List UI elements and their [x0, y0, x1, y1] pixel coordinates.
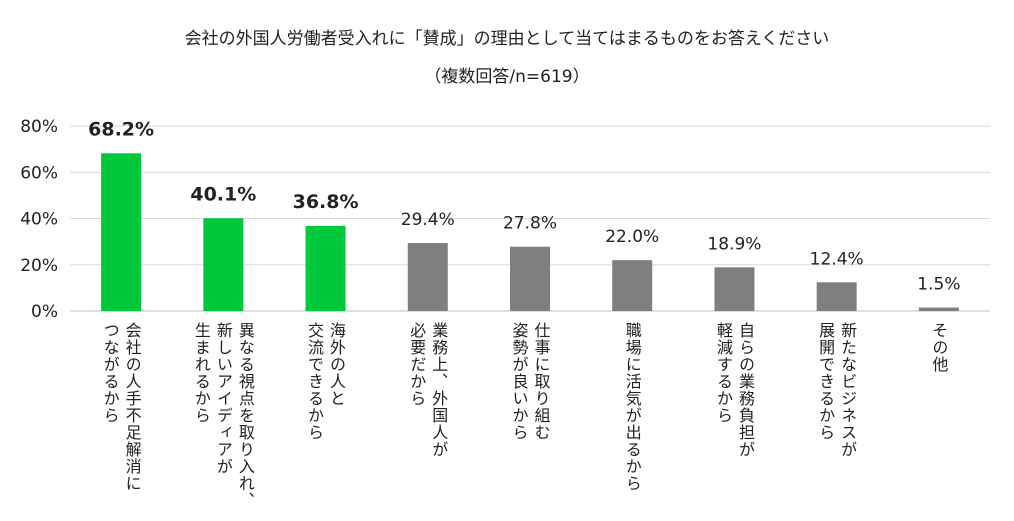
category-label: 展開できるから	[816, 322, 835, 441]
category-label: その他	[929, 322, 948, 373]
y-tick-label: 0%	[31, 302, 58, 322]
category-label: 新しいアイディアが	[214, 322, 233, 475]
data-label: 40.1%	[190, 183, 256, 205]
category-label: 必要だから	[407, 322, 426, 407]
chart-subtitle: （複数回答/n=619）	[424, 67, 590, 87]
data-label: 22.0%	[605, 227, 659, 247]
category-label: 軽減するから	[714, 322, 733, 424]
category-label: 仕事に取り組む	[532, 322, 551, 441]
y-tick-label: 40%	[20, 210, 58, 230]
data-label: 1.5%	[917, 275, 960, 295]
bar	[612, 260, 653, 311]
bar	[918, 307, 959, 311]
chart-title: 会社の外国人労働者受入れに「賛成」の理由として当てはまるものをお答えください	[184, 29, 830, 49]
bar	[816, 282, 857, 311]
y-tick-label: 60%	[20, 163, 58, 183]
bar	[714, 267, 755, 311]
y-tick-label: 20%	[20, 256, 58, 276]
category-label: つながるから	[101, 322, 120, 424]
data-label: 27.8%	[503, 214, 557, 234]
bar	[305, 225, 346, 311]
category-label: 自らの業務負担が	[736, 322, 755, 458]
category-label: 交流できるから	[305, 322, 324, 441]
category-label: 新たなビジネスが	[838, 322, 857, 458]
category-label: 異なる視点を取り入れ、	[236, 322, 255, 509]
category-label: 生まれるから	[192, 322, 211, 424]
data-label: 12.4%	[810, 249, 864, 269]
bar	[203, 218, 244, 311]
bar	[407, 243, 448, 311]
y-tick-label: 80%	[20, 117, 58, 137]
category-label: 海外の人と	[327, 322, 346, 407]
data-label: 18.9%	[707, 234, 761, 254]
category-label: 会社の人手不足解消に	[123, 322, 142, 492]
bar	[510, 246, 550, 311]
category-label: 業務上、外国人が	[429, 322, 448, 458]
category-label: 姿勢が良いから	[510, 322, 529, 441]
data-label: 29.4%	[401, 210, 455, 230]
category-label: 職場に活気が出るから	[623, 322, 642, 492]
bar	[101, 153, 142, 311]
data-label: 68.2%	[88, 118, 154, 140]
data-label: 36.8%	[293, 191, 359, 213]
